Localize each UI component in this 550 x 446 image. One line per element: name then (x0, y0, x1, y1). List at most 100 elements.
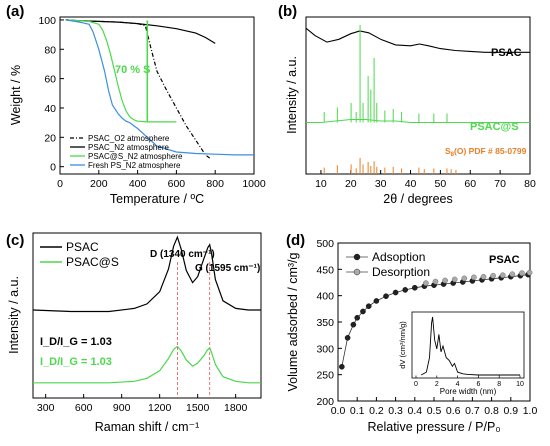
panel-b-label-ref: S8(O) PDF # 85-0799 (445, 146, 527, 158)
a-ytick-label-1: 20 (44, 132, 56, 144)
d-xtick-label-8: 0.8 (484, 405, 499, 417)
panel-c-annotation-g: G (1595 cm⁻¹) (195, 263, 260, 274)
panel-d-plot (339, 269, 533, 370)
a-xtick-label-2: 400 (129, 178, 147, 190)
panel-d-inset: 0 2 4 6 8 10 (414, 316, 524, 388)
d-desorption-point-7 (490, 272, 496, 279)
d-legend-label-1: Desorption (372, 265, 430, 279)
d-xtick-label-7: 0.7 (465, 405, 480, 417)
d-desorption-point-1 (432, 278, 439, 285)
panel-b-label-psacs: PSAC@S (470, 121, 519, 133)
d-xtick-label-10: 1.0 (523, 405, 538, 417)
d-desorption-point-10 (519, 270, 525, 276)
panel-b-plot (305, 25, 530, 174)
d-ytick-label-3: 350 (316, 317, 334, 329)
a-xtick-label-4: 800 (206, 178, 224, 190)
d-adsorption-point-2 (350, 321, 357, 328)
c-series-line-1 (33, 345, 261, 384)
a-legend-label-2: PSAC@S_N2 atmosphere (88, 152, 183, 161)
b-series-psacs-baseline (306, 119, 530, 123)
b-xtick-label-3: 40 (405, 178, 417, 190)
d-inset-xtick-label-0: 0 (414, 381, 418, 388)
d-inset-xtick-label-4: 8 (497, 381, 501, 388)
panel-b-label: (b) (278, 3, 297, 20)
a-ytick-label-0: 0 (50, 162, 56, 174)
a-legend-label-3: Fresh PS_N2 atmosphere (88, 161, 181, 170)
d-desorption-point-9 (509, 271, 516, 277)
panel-b-label-psac: PSAC (491, 47, 522, 59)
d-ytick-label-0: 200 (316, 396, 334, 408)
panel-a-ylabel: Weight / % (9, 65, 23, 125)
a-ytick-label-2: 40 (44, 103, 56, 115)
c-xtick-label-3: 1200 (148, 402, 172, 414)
panel-d-inset-xlabel: Pore width (nm) (440, 387, 497, 396)
d-desorption-point-0 (423, 280, 429, 286)
panel-c: (c) 300 600 900 1200 1500 1800 Raman shift / … (6, 232, 262, 434)
d-inset-xtick-label-1: 2 (435, 381, 439, 388)
panel-c-label: (c) (6, 232, 24, 249)
d-desorption-point-4 (461, 275, 468, 282)
d-xtick-label-2: 0.2 (369, 405, 384, 417)
panel-c-ticks: 300 600 900 1200 1500 1800 (37, 394, 248, 414)
panel-c-annotation-d: D (1340 cm⁻¹) (150, 249, 215, 260)
d-adsorption-point-10 (411, 284, 418, 291)
panel-d-inset-frame (411, 311, 525, 379)
c-xtick-label-2: 900 (113, 402, 131, 414)
b-xtick-label-1: 20 (345, 178, 357, 190)
b-xtick-label-5: 60 (464, 178, 476, 190)
d-inset-xtick-label-2: 4 (456, 381, 460, 388)
panel-d-title: PSAC (489, 254, 520, 266)
d-ytick-label-6: 500 (316, 238, 334, 250)
d-adsorption-point-6 (373, 298, 380, 304)
a-xtick-label-0: 0 (57, 178, 63, 190)
d-xtick-label-5: 0.5 (427, 405, 442, 417)
panel-d-inset-ylabel: dV (cm³/nm/g) (398, 321, 407, 369)
panel-a-frame (59, 16, 255, 175)
d-desorption-point-2 (442, 277, 448, 284)
panel-b: (b) 10 20 30 40 50 60 70 80 2θ / degrees Intens… (278, 3, 536, 206)
panel-a-annotation: 70 % S (115, 64, 150, 76)
b-series-psac (305, 27, 530, 53)
d-ytick-label-4: 400 (316, 291, 334, 303)
d-adsorption-point-1 (344, 334, 351, 341)
b-xtick-label-7: 80 (524, 178, 536, 190)
c-xtick-label-4: 1500 (186, 402, 210, 414)
c-legend-label-0: PSAC (66, 240, 99, 254)
d-adsorption-point-7 (383, 293, 389, 299)
panel-c-plot (32, 235, 261, 398)
a-xtick-label-5: 1000 (242, 178, 266, 190)
panel-b-ticks: 10 20 30 40 50 60 70 80 (315, 170, 536, 190)
panel-c-xlabel: Raman shift / cm⁻¹ (95, 420, 200, 434)
c-xtick-label-1: 600 (75, 402, 93, 414)
d-legend-label-0: Adsoption (372, 250, 425, 264)
a-series-line-3 (65, 19, 254, 156)
panel-d: (d) 0.0 0.1 0.2 0.3 0.4 0.5 0.6 0.7 0.8 0.9 1.0200… (286, 232, 537, 434)
panel-b-ylabel: Intensity / a.u. (285, 56, 299, 134)
d-xtick-label-1: 0.1 (350, 405, 365, 417)
c-xtick-label-5: 1800 (224, 402, 248, 414)
d-legend-marker-1 (353, 268, 361, 276)
panel-c-ylabel: Intensity / a.u. (7, 276, 21, 354)
panel-b-frame (305, 16, 531, 175)
a-xtick-label-1: 200 (90, 178, 108, 190)
c-series-line-0 (32, 235, 261, 313)
c-xtick-label-0: 300 (37, 402, 55, 414)
panel-d-ticks: 0.0 0.1 0.2 0.3 0.4 0.5 0.6 0.7 0.8 0.9 1.0 200 250 3… (316, 238, 537, 417)
d-desorption-point-5 (471, 274, 477, 281)
panel-a-label: (a) (6, 3, 24, 20)
d-adsorption-point-8 (392, 289, 399, 296)
a-series-line-1 (65, 19, 216, 44)
d-xtick-label-6: 0.6 (446, 405, 461, 417)
b-xtick-label-6: 70 (494, 178, 506, 190)
panel-a-xlabel: Temperature / ºC (110, 192, 204, 206)
d-ytick-label-5: 450 (316, 264, 334, 276)
panel-c-ratio-psac: I_D/I_G = 1.03 (40, 336, 112, 348)
a-legend-label-0: PSAC_O2 atmosphere (88, 134, 170, 143)
a-xtick-label-3: 600 (168, 178, 186, 190)
d-inset-line (420, 316, 520, 376)
d-desorption-point-8 (499, 272, 506, 279)
